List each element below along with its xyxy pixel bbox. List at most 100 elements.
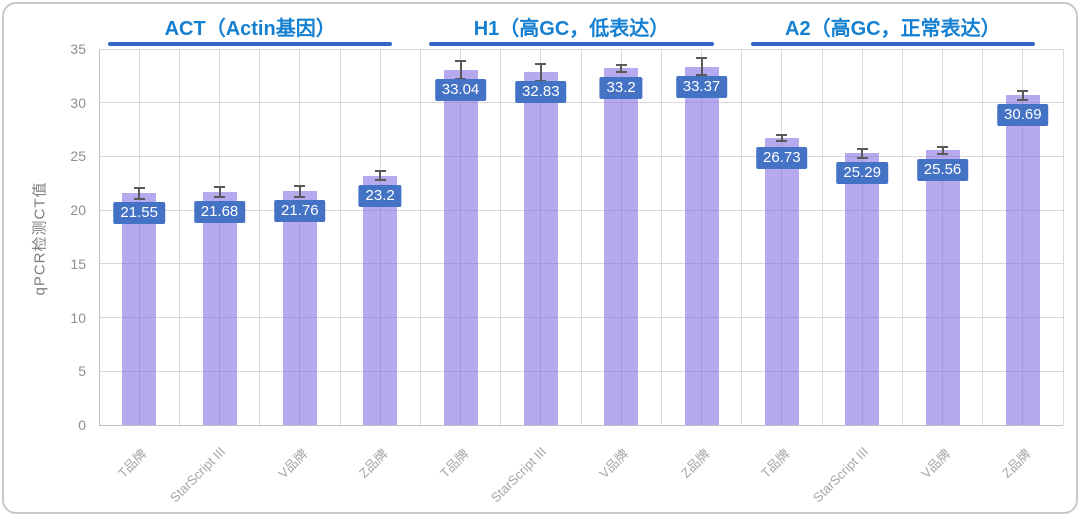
value-label: 33.37 [675, 75, 728, 98]
bar [1005, 95, 1040, 425]
group-title: ACT（Actin基因） [164, 18, 336, 40]
v-gridline [580, 49, 582, 425]
v-gridline [419, 49, 421, 425]
error-bar [298, 185, 301, 197]
error-bar-cap [535, 79, 547, 82]
value-label: 32.83 [515, 81, 567, 104]
error-bar-cap [1017, 90, 1029, 92]
error-bar [861, 149, 864, 158]
error-bar [218, 186, 221, 198]
error-bar-cap [294, 184, 306, 187]
x-tick-label: T品牌 [436, 446, 472, 481]
y-axis-title: qPCR检测CT值 [31, 181, 49, 296]
y-axis-line [98, 49, 100, 425]
error-bar [1021, 91, 1024, 100]
v-gridline [339, 49, 341, 425]
error-bar-cap [937, 146, 948, 149]
y-tick-label: 5 [78, 363, 86, 380]
value-label: 21.76 [274, 200, 326, 223]
error-bar-cap [856, 148, 868, 151]
v-gridline [259, 49, 261, 425]
error-bar [620, 65, 623, 72]
error-bar [459, 60, 462, 80]
x-tick-label: V品牌 [596, 446, 632, 482]
y-tick-label: 25 [70, 148, 86, 165]
x-tick-label: StarScript III [488, 444, 550, 506]
y-tick-label: 20 [70, 202, 86, 219]
error-bar [138, 187, 141, 200]
error-bar-cap [374, 170, 386, 173]
v-gridline [741, 49, 743, 425]
x-tick-label: Z品牌 [677, 446, 713, 481]
v-gridline [660, 49, 662, 425]
group-underline [108, 42, 393, 46]
error-bar-cap [133, 186, 145, 189]
error-bar-cap [133, 198, 145, 201]
error-bar-cap [535, 62, 547, 65]
error-bar-cap [214, 185, 225, 188]
bar [523, 72, 558, 425]
error-bar-cap [374, 179, 386, 182]
v-gridline [821, 49, 823, 425]
x-tick-label: V品牌 [275, 446, 311, 482]
x-tick-label: T品牌 [115, 446, 150, 481]
error-bar-cap [856, 156, 868, 159]
bar [925, 150, 960, 425]
value-label: 26.73 [756, 146, 808, 169]
bar [122, 193, 157, 425]
v-gridline [500, 49, 502, 425]
error-bar [941, 147, 944, 154]
value-label: 21.55 [113, 202, 165, 225]
v-gridline [901, 49, 903, 425]
bar [764, 137, 799, 425]
bar [684, 66, 719, 425]
bar [363, 175, 398, 425]
bar [845, 153, 880, 425]
group-underline [429, 42, 714, 46]
group-title: H1（高GC，低表达） [473, 18, 670, 40]
y-tick-label: 30 [70, 94, 86, 111]
error-bar-cap [615, 70, 627, 73]
error-bar-cap [776, 140, 788, 143]
y-tick-label: 35 [70, 41, 86, 57]
error-bar [780, 134, 783, 142]
x-axis-line [99, 424, 1063, 426]
value-label: 23.2 [358, 184, 402, 207]
error-bar-cap [214, 196, 225, 199]
bar [202, 192, 237, 425]
y-tick-label: 0 [78, 417, 86, 433]
error-bar-cap [696, 56, 707, 59]
error-bar-cap [776, 133, 788, 136]
x-tick-label: T品牌 [757, 446, 793, 481]
v-gridline [178, 49, 180, 425]
value-label: 30.69 [997, 104, 1049, 127]
x-tick-label: StarScript III [809, 444, 871, 506]
value-label: 33.04 [434, 79, 487, 102]
error-bar-cap [1017, 98, 1029, 101]
bar [604, 68, 639, 425]
bar [443, 70, 478, 425]
value-label: 21.68 [193, 201, 246, 224]
y-tick-label: 10 [70, 309, 86, 326]
error-bar-cap [294, 195, 306, 198]
value-label: 33.2 [599, 77, 643, 100]
error-bar-cap [696, 74, 707, 77]
x-tick-label: StarScript III [166, 444, 229, 506]
bar [282, 191, 317, 425]
x-tick-label: V品牌 [918, 446, 954, 482]
x-tick-label: Z品牌 [356, 446, 391, 481]
qpcr-ct-bar-chart: qPCR检测CT值 0 5 10 15 20 25 30 35 ACT（Actin基因） 21.5… [4, 4, 1076, 512]
group-underline [750, 42, 1035, 46]
group-title: A2（高GC，正常表达） [785, 18, 1001, 40]
value-label: 25.56 [916, 159, 969, 182]
v-gridline [982, 49, 984, 425]
v-gridline [1062, 49, 1064, 425]
error-bar-cap [455, 59, 466, 62]
y-tick-label: 15 [70, 255, 86, 272]
value-label: 25.29 [836, 162, 888, 185]
x-tick-label: Z品牌 [998, 446, 1034, 481]
error-bar [700, 57, 703, 76]
error-bar [379, 171, 382, 181]
error-bar-cap [937, 152, 948, 155]
